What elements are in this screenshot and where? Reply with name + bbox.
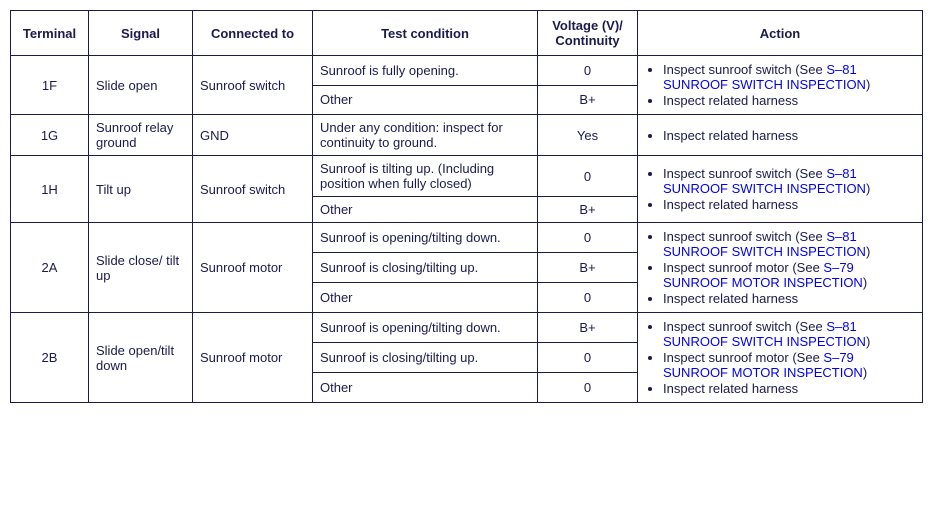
cell-testcond: Other — [313, 283, 538, 313]
action-text: Inspect sunroof switch (See — [663, 166, 826, 181]
cell-voltage: B+ — [538, 197, 638, 223]
table-row: 2B Slide open/tilt down Sunroof motor Su… — [11, 313, 923, 343]
action-text-end: ) — [866, 181, 870, 196]
cell-signal: Slide open — [89, 56, 193, 115]
cell-testcond: Other — [313, 197, 538, 223]
action-text: Inspect sunroof switch (See — [663, 229, 826, 244]
cell-action: Inspect sunroof switch (See S–81 SUNROOF… — [638, 56, 923, 115]
cell-action: Inspect sunroof switch (See S–81 SUNROOF… — [638, 313, 923, 403]
cell-voltage: 0 — [538, 343, 638, 373]
action-item: Inspect related harness — [663, 381, 915, 396]
cell-testcond: Sunroof is closing/tilting up. — [313, 343, 538, 373]
cell-connected: Sunroof switch — [193, 56, 313, 115]
cell-connected: GND — [193, 115, 313, 156]
cell-terminal: 2A — [11, 223, 89, 313]
cell-voltage: B+ — [538, 253, 638, 283]
cell-action: Inspect related harness — [638, 115, 923, 156]
action-item: Inspect sunroof motor (See S–79 SUNROOF … — [663, 350, 915, 380]
cell-terminal: 1H — [11, 156, 89, 223]
cell-signal: Slide close/ tilt up — [89, 223, 193, 313]
header-connected: Connected to — [193, 11, 313, 56]
action-item: Inspect sunroof switch (See S–81 SUNROOF… — [663, 319, 915, 349]
cell-connected: Sunroof motor — [193, 313, 313, 403]
header-action: Action — [638, 11, 923, 56]
header-testcond: Test condition — [313, 11, 538, 56]
cell-testcond: Under any condition: inspect for continu… — [313, 115, 538, 156]
action-item: Inspect related harness — [663, 291, 915, 306]
header-voltage: Voltage (V)/ Continuity — [538, 11, 638, 56]
cell-terminal: 2B — [11, 313, 89, 403]
action-item: Inspect sunroof motor (See S–79 SUNROOF … — [663, 260, 915, 290]
cell-signal: Slide open/tilt down — [89, 313, 193, 403]
table-row: 1F Slide open Sunroof switch Sunroof is … — [11, 56, 923, 86]
cell-connected: Sunroof switch — [193, 156, 313, 223]
table-row: 2A Slide close/ tilt up Sunroof motor Su… — [11, 223, 923, 253]
cell-testcond: Other — [313, 373, 538, 403]
cell-voltage: Yes — [538, 115, 638, 156]
action-text: Inspect sunroof switch (See — [663, 62, 826, 77]
action-item: Inspect related harness — [663, 128, 915, 143]
action-text-end: ) — [863, 275, 867, 290]
cell-action: Inspect sunroof switch (See S–81 SUNROOF… — [638, 156, 923, 223]
cell-terminal: 1G — [11, 115, 89, 156]
action-item: Inspect sunroof switch (See S–81 SUNROOF… — [663, 229, 915, 259]
action-text: Inspect sunroof motor (See — [663, 350, 823, 365]
action-text-end: ) — [866, 77, 870, 92]
cell-testcond: Sunroof is opening/tilting down. — [313, 313, 538, 343]
cell-voltage: 0 — [538, 223, 638, 253]
cell-action: Inspect sunroof switch (See S–81 SUNROOF… — [638, 223, 923, 313]
cell-testcond: Sunroof is closing/tilting up. — [313, 253, 538, 283]
cell-testcond: Sunroof is tilting up. (Including positi… — [313, 156, 538, 197]
table-row: 1G Sunroof relay ground GND Under any co… — [11, 115, 923, 156]
action-item: Inspect sunroof switch (See S–81 SUNROOF… — [663, 166, 915, 196]
cell-voltage: 0 — [538, 283, 638, 313]
action-text-end: ) — [863, 365, 867, 380]
action-item: Inspect related harness — [663, 197, 915, 212]
terminal-table: Terminal Signal Connected to Test condit… — [10, 10, 923, 403]
action-item: Inspect related harness — [663, 93, 915, 108]
cell-terminal: 1F — [11, 56, 89, 115]
cell-signal: Tilt up — [89, 156, 193, 223]
cell-testcond: Sunroof is opening/tilting down. — [313, 223, 538, 253]
cell-voltage: 0 — [538, 373, 638, 403]
cell-connected: Sunroof motor — [193, 223, 313, 313]
cell-signal: Sunroof relay ground — [89, 115, 193, 156]
header-terminal: Terminal — [11, 11, 89, 56]
cell-testcond: Other — [313, 85, 538, 115]
cell-testcond: Sunroof is fully opening. — [313, 56, 538, 86]
cell-voltage: 0 — [538, 156, 638, 197]
header-row: Terminal Signal Connected to Test condit… — [11, 11, 923, 56]
cell-voltage: B+ — [538, 85, 638, 115]
table-row: 1H Tilt up Sunroof switch Sunroof is til… — [11, 156, 923, 197]
cell-voltage: 0 — [538, 56, 638, 86]
header-signal: Signal — [89, 11, 193, 56]
action-text-end: ) — [866, 244, 870, 259]
cell-voltage: B+ — [538, 313, 638, 343]
action-item: Inspect sunroof switch (See S–81 SUNROOF… — [663, 62, 915, 92]
action-text: Inspect sunroof motor (See — [663, 260, 823, 275]
action-text-end: ) — [866, 334, 870, 349]
action-text: Inspect sunroof switch (See — [663, 319, 826, 334]
